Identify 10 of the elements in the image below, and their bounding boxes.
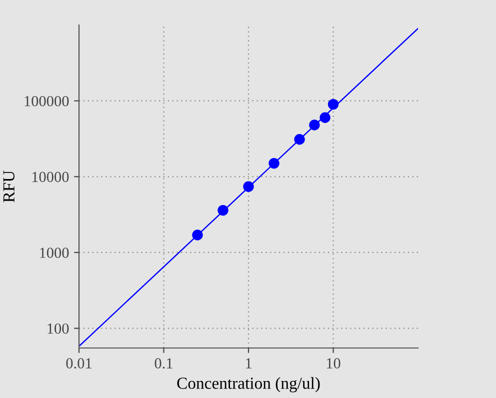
y-tick-label: 1000 xyxy=(40,248,69,258)
y-tick-label: 10000 xyxy=(32,172,69,182)
y-tick-label: 100000 xyxy=(24,96,69,106)
x-tick-label: 0.01 xyxy=(66,358,92,369)
y-axis-title: RFU xyxy=(3,170,15,202)
y-tick-label: 100 xyxy=(48,323,69,334)
x-tick-label: 10 xyxy=(326,358,340,368)
x-tick-label: 0.1 xyxy=(154,358,172,369)
x-tick-label: 1 xyxy=(246,358,252,368)
x-axis-title: Concentration (ng/ul) xyxy=(177,377,320,392)
